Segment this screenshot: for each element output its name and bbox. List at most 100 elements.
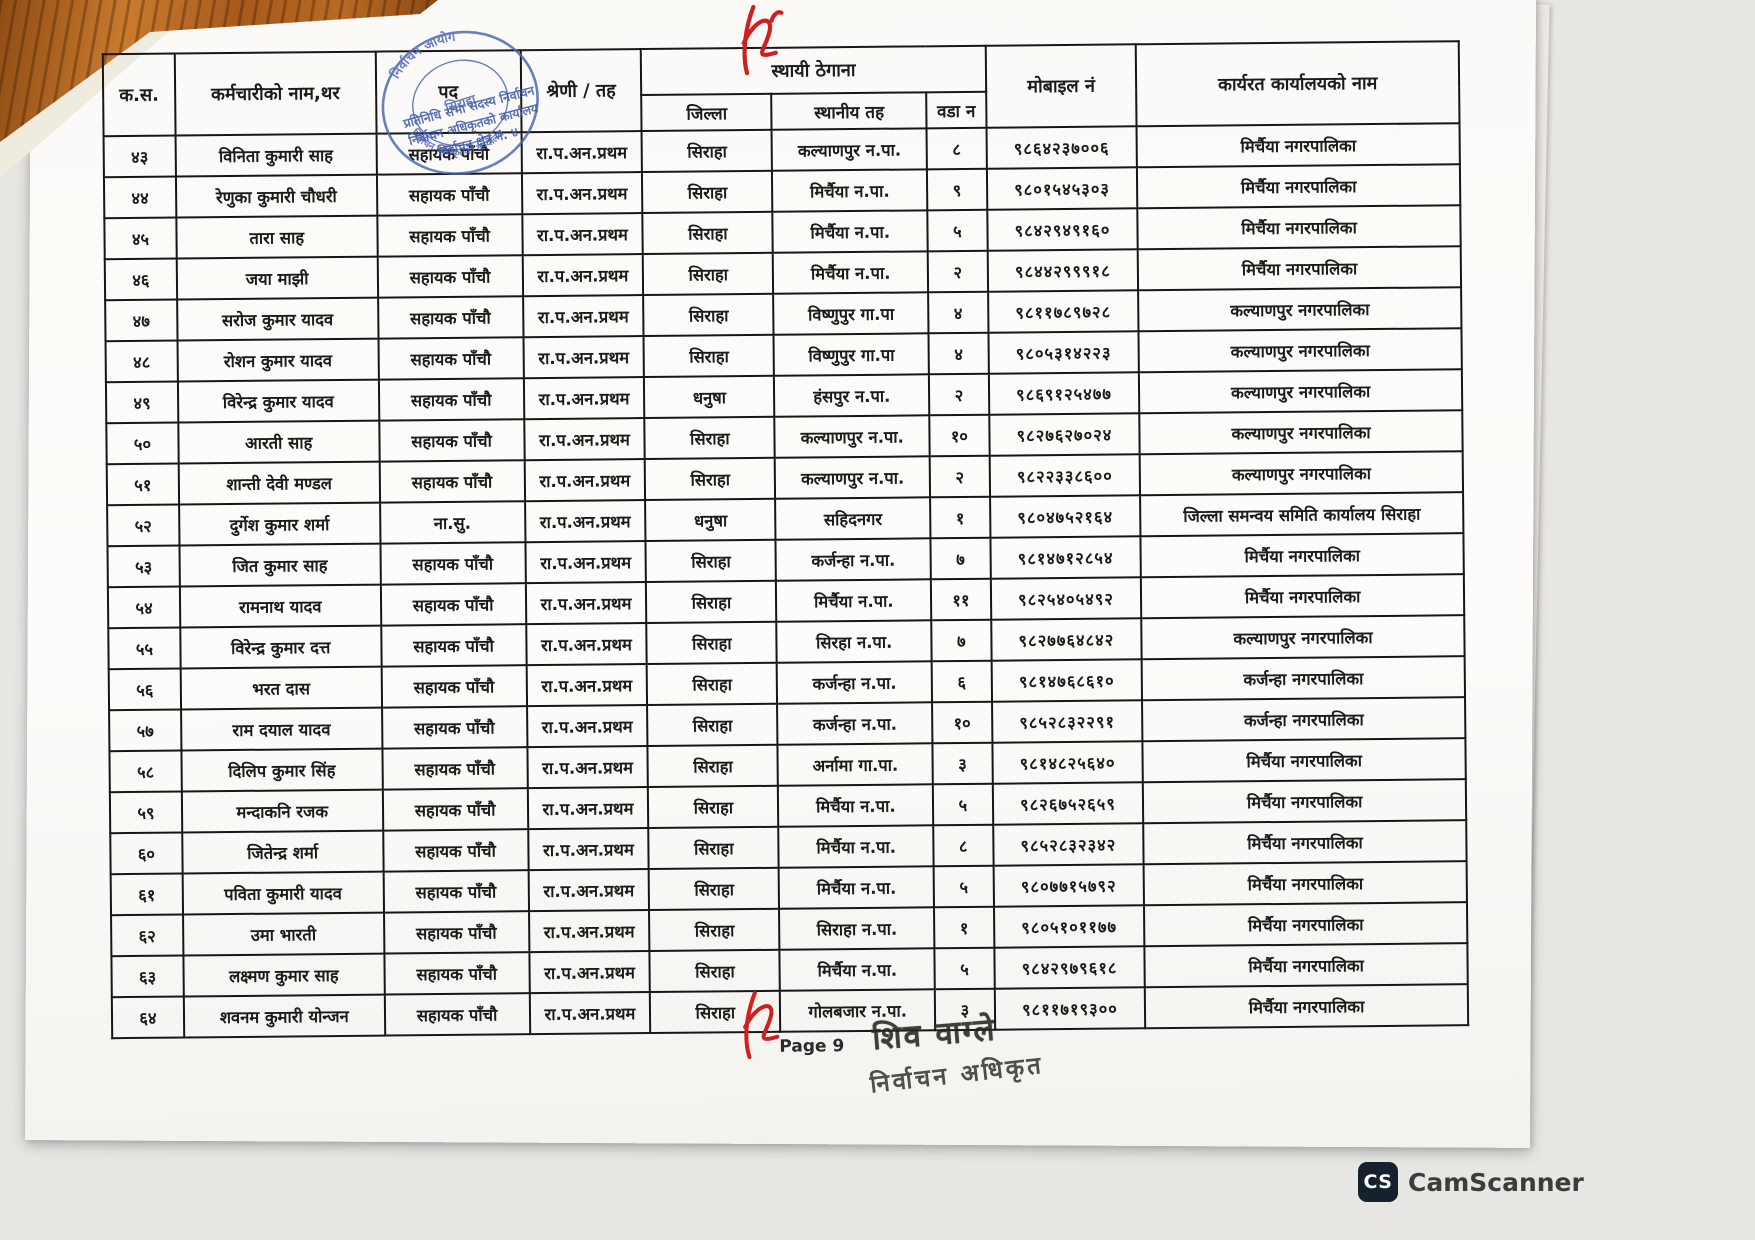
cell-position: सहायक पाँचौ <box>378 337 524 380</box>
cell-position: सहायक पाँचौ <box>378 419 525 462</box>
cell-office: मिर्चैया नगरपालिका <box>1144 902 1468 947</box>
cell-office: कर्जन्हा नगरपालिका <box>1141 656 1466 701</box>
cell-position: सहायक पाँचौ <box>383 870 529 913</box>
cell-local-level: मिर्चैया न.पा. <box>778 825 934 868</box>
cell-office: मिर्चैया नगरपालिका <box>1137 205 1461 250</box>
cell-mobile: ९८६४२३७००६ <box>986 126 1138 169</box>
cell-district: सिराहा <box>643 293 774 337</box>
cell-district: सिराहा <box>648 785 779 829</box>
cell-name: लक्ष्मण कुमार साह <box>183 953 385 997</box>
cell-position: सहायक पाँचौ <box>379 460 525 503</box>
cell-grade: रा.प.अन.प्रथम <box>521 213 644 256</box>
cell-mobile: ९८१४८२५६४० <box>992 741 1144 784</box>
cell-local-level: कल्याणपुर न.पा. <box>771 128 927 171</box>
cell-local-level: मिर्चैया न.पा. <box>779 948 935 991</box>
cell-district: सिराहा <box>644 457 776 501</box>
cell-grade: रा.प.अन.प्रथम <box>529 951 651 994</box>
cell-district: सिराहा <box>643 252 774 296</box>
employee-table-body: ४३ विनिता कुमारी साह सहायक पाँचौ रा.प.अन.प्… <box>103 123 1469 1039</box>
cell-name: शवनम कुमारी योन्जन <box>183 994 385 1038</box>
cell-local-level: सिरहा न.पा. <box>776 620 932 663</box>
cell-office: मिर्चैया नगरपालिका <box>1137 246 1462 291</box>
cell-ward: ५ <box>933 865 994 908</box>
cell-position: सहायक पाँचौ <box>376 173 522 216</box>
cell-sn: ५७ <box>109 709 182 752</box>
cell-ward: ८ <box>933 824 994 867</box>
cell-district: सिराहा <box>646 662 778 706</box>
cell-local-level: हंसपुर न.पा. <box>774 374 930 417</box>
cell-mobile: ९८४२९७९६१८ <box>994 946 1145 989</box>
header-address-group: स्थायी ठेगाना <box>641 45 986 96</box>
cell-sn: ६१ <box>110 873 183 916</box>
cell-mobile: ९८२२३३८६०० <box>989 454 1141 497</box>
cell-office: कल्याणपुर नगरपालिका <box>1138 287 1462 332</box>
cell-mobile: ९८०१५४५३०३ <box>986 167 1138 210</box>
cell-office: मिर्चैया नगरपालिका <box>1137 164 1461 209</box>
cell-name: विरेन्द्र कुमार दत्त <box>180 625 382 669</box>
cell-mobile: ९८०४७५२१६४ <box>989 495 1141 538</box>
cell-position: सहायक पाँचौ <box>380 542 526 585</box>
cell-mobile: ९८६९१२५४७७ <box>988 372 1140 415</box>
cell-sn: ५१ <box>106 463 179 506</box>
cell-office: मिर्चैया नगरपालिका <box>1142 738 1466 783</box>
cell-sn: ५० <box>106 422 179 465</box>
cell-ward: १० <box>929 414 990 457</box>
cell-local-level: सहिदनगर <box>775 497 931 540</box>
cell-grade: रा.प.अन.प्रथम <box>523 418 645 461</box>
cell-office: कल्याणपुर नगरपालिका <box>1139 369 1463 414</box>
scan-content: क.स. कर्मचारीको नाम,थर पद श्रेणी / तह स्… <box>102 4 1473 1163</box>
cell-position: सहायक पाँचौ <box>378 378 524 421</box>
cell-district: सिराहा <box>647 744 779 788</box>
cell-local-level: कर्जन्हा न.पा. <box>777 702 933 745</box>
cell-grade: रा.प.अन.प्रथम <box>529 992 651 1035</box>
cell-name: आरती साह <box>178 420 380 464</box>
cell-local-level: कर्जन्हा न.पा. <box>777 661 933 704</box>
cell-position: सहायक पाँचौ <box>383 911 530 954</box>
cell-district: सिराहा <box>649 908 780 952</box>
camscanner-icon: CS <box>1358 1162 1398 1202</box>
cell-office: मिर्चैया नगरपालिका <box>1141 574 1465 619</box>
cell-mobile: ९८५२८३२२९१ <box>991 700 1143 743</box>
cell-office: कर्जन्हा नगरपालिका <box>1142 697 1466 742</box>
cell-district: सिराहा <box>642 211 774 255</box>
cell-sn: ६३ <box>111 955 184 998</box>
cell-local-level: कर्जन्हा न.पा. <box>775 538 931 581</box>
cell-mobile: ९८४२९४९१६० <box>987 208 1138 251</box>
cell-name: उमा भारती <box>182 912 384 956</box>
cell-position: सहायक पाँचौ <box>376 214 523 257</box>
cell-district: सिराहा <box>645 539 777 583</box>
cell-local-level: मिर्चैया न.पा. <box>772 210 928 253</box>
cell-grade: रा.प.अन.प्रथम <box>528 869 650 912</box>
cell-sn: ४९ <box>105 381 179 424</box>
cell-grade: रा.प.अन.प्रथम <box>525 582 647 625</box>
cell-mobile: ९८११७८९७२८ <box>987 290 1139 333</box>
cell-mobile: ९८०५३१४२२३ <box>988 331 1140 374</box>
header-mobile: मोबाइल नं <box>985 44 1137 128</box>
cell-ward: ६ <box>931 660 992 703</box>
header-local-level: स्थानीय तह <box>771 92 927 130</box>
cell-position: सहायक पाँचौ <box>380 583 526 626</box>
cell-sn: ४४ <box>103 176 177 219</box>
cell-district: सिराहा <box>643 334 775 378</box>
cell-grade: रा.प.अन.प्रथम <box>523 336 645 379</box>
header-sn: क.स. <box>102 53 176 137</box>
header-name: कर्मचारीको नाम,थर <box>174 51 377 136</box>
cell-local-level: सिराहा न.पा. <box>779 907 935 950</box>
cell-office: कल्याणपुर नगरपालिका <box>1138 328 1462 373</box>
cell-ward: ७ <box>930 537 991 580</box>
cell-sn: ४७ <box>105 299 178 342</box>
cell-grade: रा.प.अन.प्रथम <box>522 254 644 297</box>
cell-mobile: ९८२५४०५४९२ <box>990 577 1142 620</box>
cell-office: जिल्ला समन्वय समिति कार्यालय सिराहा <box>1140 492 1464 537</box>
cell-district: धनुषा <box>645 498 776 542</box>
cell-grade: रा.प.अन.प्रथम <box>521 172 643 215</box>
cell-sn: ६४ <box>111 996 185 1039</box>
cell-mobile: ९८०५१०११७७ <box>993 905 1145 948</box>
cell-local-level: गोलबजार न.पा. <box>780 989 936 1032</box>
cell-office: मिर्चैया नगरपालिका <box>1143 820 1467 865</box>
cell-grade: रा.प.अन.प्रथम <box>526 664 648 707</box>
header-ward: वडा न <box>926 91 987 129</box>
cell-mobile: ९८४४२९९९१८ <box>987 249 1139 292</box>
cell-name: राम दयाल यादव <box>180 707 382 751</box>
cell-mobile: ९८२६७५२६५९ <box>992 782 1144 825</box>
